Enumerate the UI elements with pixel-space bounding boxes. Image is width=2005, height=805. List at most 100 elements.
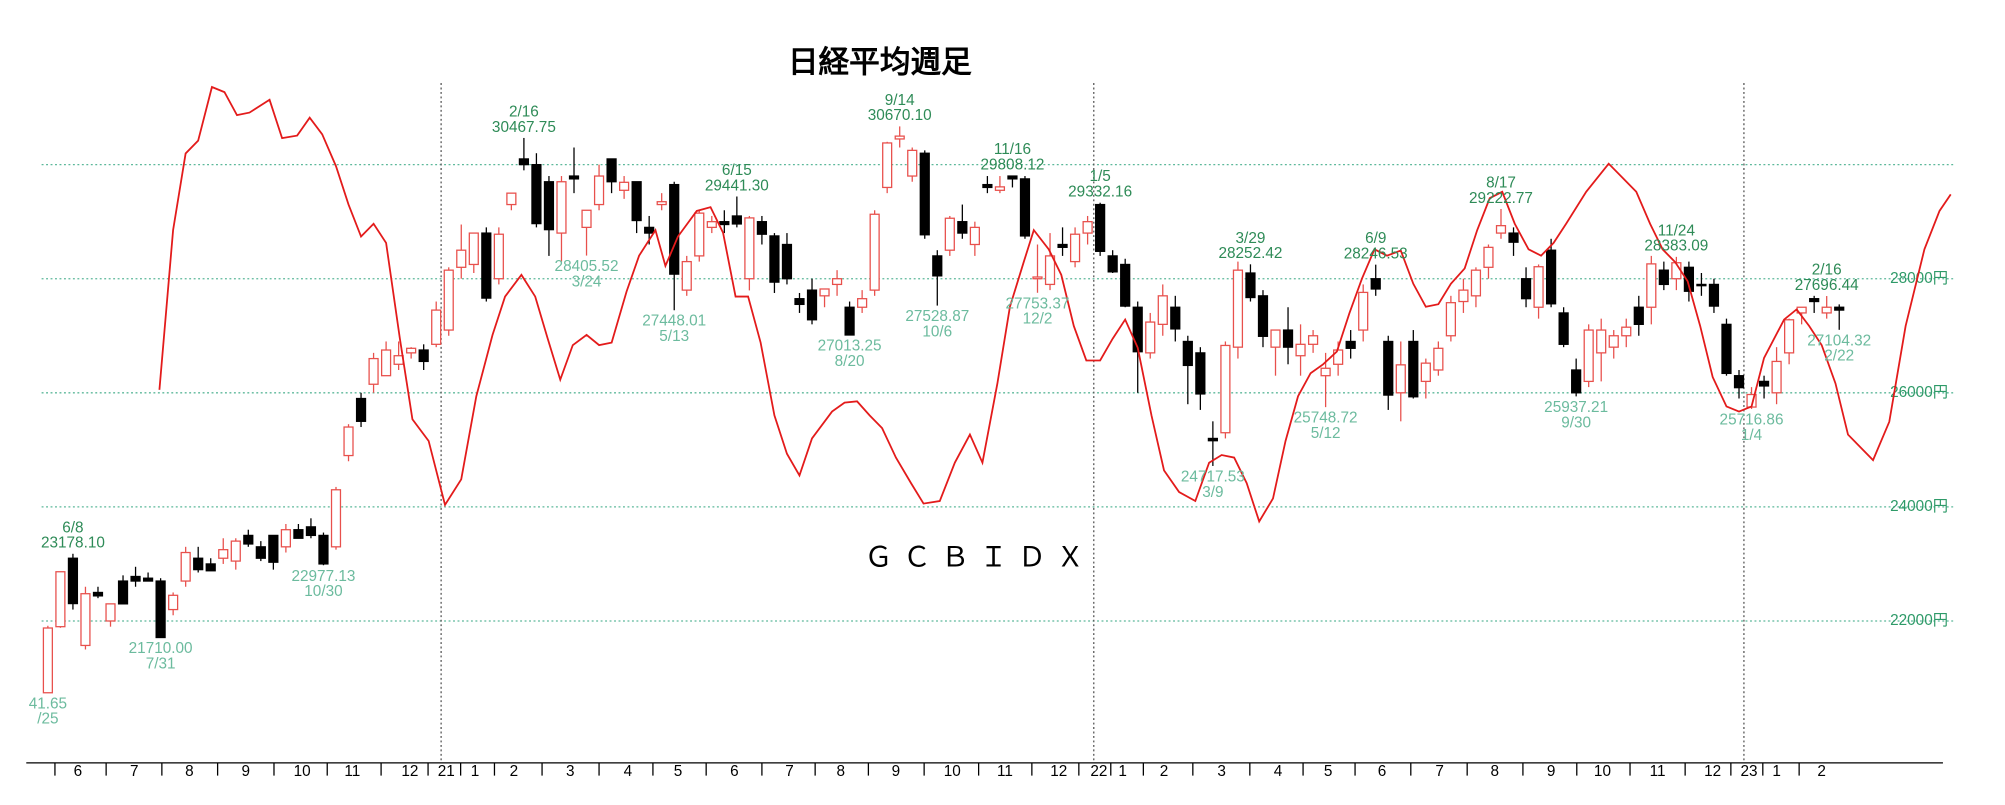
annotation-low: 22977.13	[291, 568, 355, 585]
candle-body	[67, 557, 79, 605]
x-tick-label: 3	[1217, 763, 1226, 780]
candle-body	[193, 557, 204, 571]
candle-body	[318, 534, 329, 565]
x-tick-label: 9	[242, 763, 251, 780]
candle-body	[1220, 344, 1231, 434]
candle-body	[1370, 278, 1381, 290]
annotation-low: 25716.86	[1720, 412, 1784, 429]
annotation-high: 28252.42	[1218, 245, 1282, 262]
candle-body	[355, 397, 367, 422]
annotation-low: 5/12	[1311, 425, 1341, 442]
x-tick-label: 2	[510, 763, 519, 780]
annotation-high: 23178.10	[41, 535, 105, 552]
x-tick-label: 6	[74, 763, 83, 780]
annotation-low: 3/24	[572, 273, 602, 290]
candle-body	[869, 213, 880, 291]
x-tick-label: 11	[344, 763, 360, 780]
annotation-high: 30467.75	[492, 119, 556, 136]
candle-body	[1733, 375, 1745, 389]
candle-body	[130, 575, 141, 582]
x-tick-label: 5	[1324, 763, 1333, 780]
candle-body	[744, 217, 755, 280]
annotation-high: 11/24	[1658, 222, 1696, 239]
candle-body	[1821, 306, 1832, 314]
candle-body	[1658, 269, 1669, 286]
candle-body	[831, 278, 843, 286]
x-tick-label: 5	[674, 763, 683, 780]
x-tick-label: 12	[1050, 763, 1067, 780]
candle-body	[518, 158, 530, 166]
candle-body	[506, 192, 517, 206]
candle-body	[1458, 289, 1469, 303]
candle-body	[218, 549, 229, 559]
candle-body	[1608, 335, 1619, 348]
x-tick-label: 11	[1650, 763, 1666, 780]
x-tick-label: 4	[624, 763, 633, 780]
candle-body	[794, 298, 805, 306]
candle-body	[1207, 437, 1218, 442]
x-tick-label: 4	[1274, 763, 1283, 780]
candle-body	[769, 235, 780, 283]
annotation-low: 5/13	[659, 328, 689, 345]
candle-body	[1132, 306, 1143, 353]
x-tick-label: 3	[566, 763, 575, 780]
annotation-low: 8/20	[835, 353, 865, 370]
candle-body	[1784, 319, 1795, 354]
candle-body	[656, 201, 667, 206]
plot-area	[41, 83, 1956, 754]
annotation-high: 29332.16	[1068, 184, 1132, 201]
annotation-low: 27104.32	[1807, 332, 1871, 349]
candle-body	[1107, 255, 1118, 273]
candle-body	[1445, 302, 1456, 337]
candle-body	[142, 577, 154, 582]
candle-body	[932, 255, 943, 277]
candle-body	[706, 221, 717, 229]
annotation-high: 29441.30	[705, 177, 769, 194]
annotation-high: 1/5	[1089, 168, 1110, 185]
x-tick-label: 9	[892, 763, 901, 780]
candle-body	[1082, 221, 1093, 234]
candle-body	[1834, 306, 1845, 311]
candle-body	[1157, 295, 1168, 325]
annotation-high: 2/16	[509, 103, 539, 120]
overlay-label: ＧＣＢＩＤＸ	[864, 540, 1094, 573]
annotation-low: 10/30	[304, 583, 342, 600]
annotation-high: 6/9	[1365, 230, 1386, 247]
annotation-low: 27753.37	[1006, 295, 1070, 312]
candle-body	[581, 209, 592, 229]
candle-body	[1019, 178, 1031, 237]
x-tick-label: 1	[471, 763, 480, 780]
candle-body	[1408, 340, 1419, 398]
candle-body	[1282, 329, 1294, 348]
x-tick-label: 11	[997, 763, 1013, 780]
annotation-low: 2/22	[1824, 348, 1854, 365]
candle-body	[1621, 326, 1632, 337]
x-tick-label: 22	[1090, 763, 1107, 780]
chart-title: 日経平均週足	[788, 45, 972, 80]
candle-body	[105, 603, 116, 622]
annotation-high: 6/8	[62, 519, 83, 536]
candle-body	[1170, 306, 1181, 330]
x-tick-label: 8	[1490, 763, 1499, 780]
x-tick-label: 2	[1817, 763, 1826, 780]
candle-body	[631, 181, 642, 222]
candle-body	[1771, 360, 1782, 394]
annotation-low: 21710.00	[129, 640, 193, 657]
candle-body	[493, 233, 504, 280]
candle-body	[1558, 312, 1569, 345]
annotation-high: 29808.12	[980, 156, 1044, 173]
x-tick-label: 2	[1160, 763, 1169, 780]
x-tick-label: 21	[438, 763, 455, 780]
candle-body	[531, 163, 542, 225]
candle-body	[731, 215, 742, 225]
candle-body	[919, 152, 930, 236]
annotation-low: 28405.52	[555, 258, 619, 275]
candle-body	[243, 534, 254, 545]
y-tick-label: 28000円	[1890, 270, 1948, 287]
x-tick-label: 12	[1704, 763, 1721, 780]
x-tick-label: 6	[1378, 763, 1387, 780]
x-tick-label: 12	[401, 763, 418, 780]
annotation-low: 41.65	[29, 695, 67, 712]
candle-body	[343, 426, 354, 457]
